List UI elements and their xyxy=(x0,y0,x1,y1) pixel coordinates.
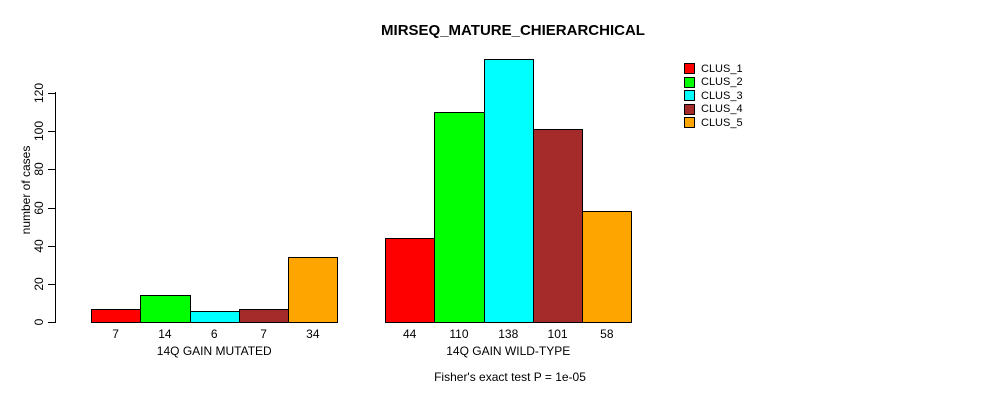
y-axis-line xyxy=(55,92,56,323)
legend-series-label: CLUS_4 xyxy=(701,103,743,116)
bar-value-label: 14 xyxy=(158,327,172,341)
chart-title: MIRSEQ_MATURE_CHIERARCHICAL xyxy=(381,22,645,39)
bar-clus_5-group2 xyxy=(582,211,633,323)
legend-item: CLUS_1 xyxy=(684,62,743,76)
x-group-label: 14Q GAIN WILD-TYPE xyxy=(446,344,571,358)
y-tick-label: 120 xyxy=(32,82,46,104)
legend-series-label: CLUS_2 xyxy=(701,76,743,89)
y-tick-mark xyxy=(48,322,55,323)
legend: CLUS_1 CLUS_2 CLUS_3 CLUS_4 CLUS_5 xyxy=(684,62,743,130)
y-tick-label: 40 xyxy=(32,238,46,253)
bar-clus_2-group2 xyxy=(434,112,485,323)
bar-clus_2-group1 xyxy=(140,295,191,323)
y-tick-label: 0 xyxy=(32,318,46,326)
y-tick-mark xyxy=(48,169,55,171)
x-group-label: 14Q GAIN MUTATED xyxy=(156,344,272,358)
legend-series-label: CLUS_3 xyxy=(701,89,743,102)
bar-value-label: 7 xyxy=(260,327,267,341)
y-tick-mark xyxy=(48,131,55,133)
y-tick-label: 60 xyxy=(32,200,46,215)
y-tick-mark xyxy=(48,283,55,285)
legend-item: CLUS_5 xyxy=(684,116,743,130)
legend-item: CLUS_4 xyxy=(684,103,743,117)
legend-color-swatch xyxy=(684,103,695,115)
y-tick-mark xyxy=(48,93,55,94)
bar-clus_5-group1 xyxy=(288,257,339,323)
bar-clus_1-group1 xyxy=(91,308,142,323)
bar-value-label: 101 xyxy=(547,327,568,341)
bar-value-label: 138 xyxy=(498,327,519,341)
bar-clus_3-group1 xyxy=(189,310,240,323)
legend-item: CLUS_3 xyxy=(684,89,743,103)
y-axis-label: number of cases xyxy=(19,145,33,235)
legend-color-swatch xyxy=(684,117,695,129)
y-tick-mark xyxy=(48,245,55,247)
bar-value-label: 7 xyxy=(112,327,119,341)
bar-clus_1-group2 xyxy=(385,238,436,323)
y-tick-label: 100 xyxy=(32,121,46,142)
bar-value-label: 34 xyxy=(306,327,320,341)
y-tick-label: 20 xyxy=(32,277,46,291)
bar-clus_3-group2 xyxy=(483,58,534,323)
bar-value-label: 44 xyxy=(402,327,417,341)
bar-value-label: 110 xyxy=(449,327,469,341)
legend-color-swatch xyxy=(684,63,695,75)
legend-series-label: CLUS_5 xyxy=(701,116,743,129)
bar-value-label: 58 xyxy=(600,327,614,341)
legend-color-swatch xyxy=(684,90,695,102)
bar-clus_4-group1 xyxy=(238,308,290,323)
bar-value-label: 6 xyxy=(210,327,218,341)
legend-series-label: CLUS_1 xyxy=(701,62,743,75)
legend-color-swatch xyxy=(684,76,695,88)
y-tick-mark xyxy=(48,207,55,209)
statistical-test-note: Fisher's exact test P = 1e-05 xyxy=(434,370,586,384)
legend-item: CLUS_2 xyxy=(684,76,743,90)
y-tick-label: 80 xyxy=(32,162,46,177)
bar-clus_4-group2 xyxy=(532,129,584,323)
